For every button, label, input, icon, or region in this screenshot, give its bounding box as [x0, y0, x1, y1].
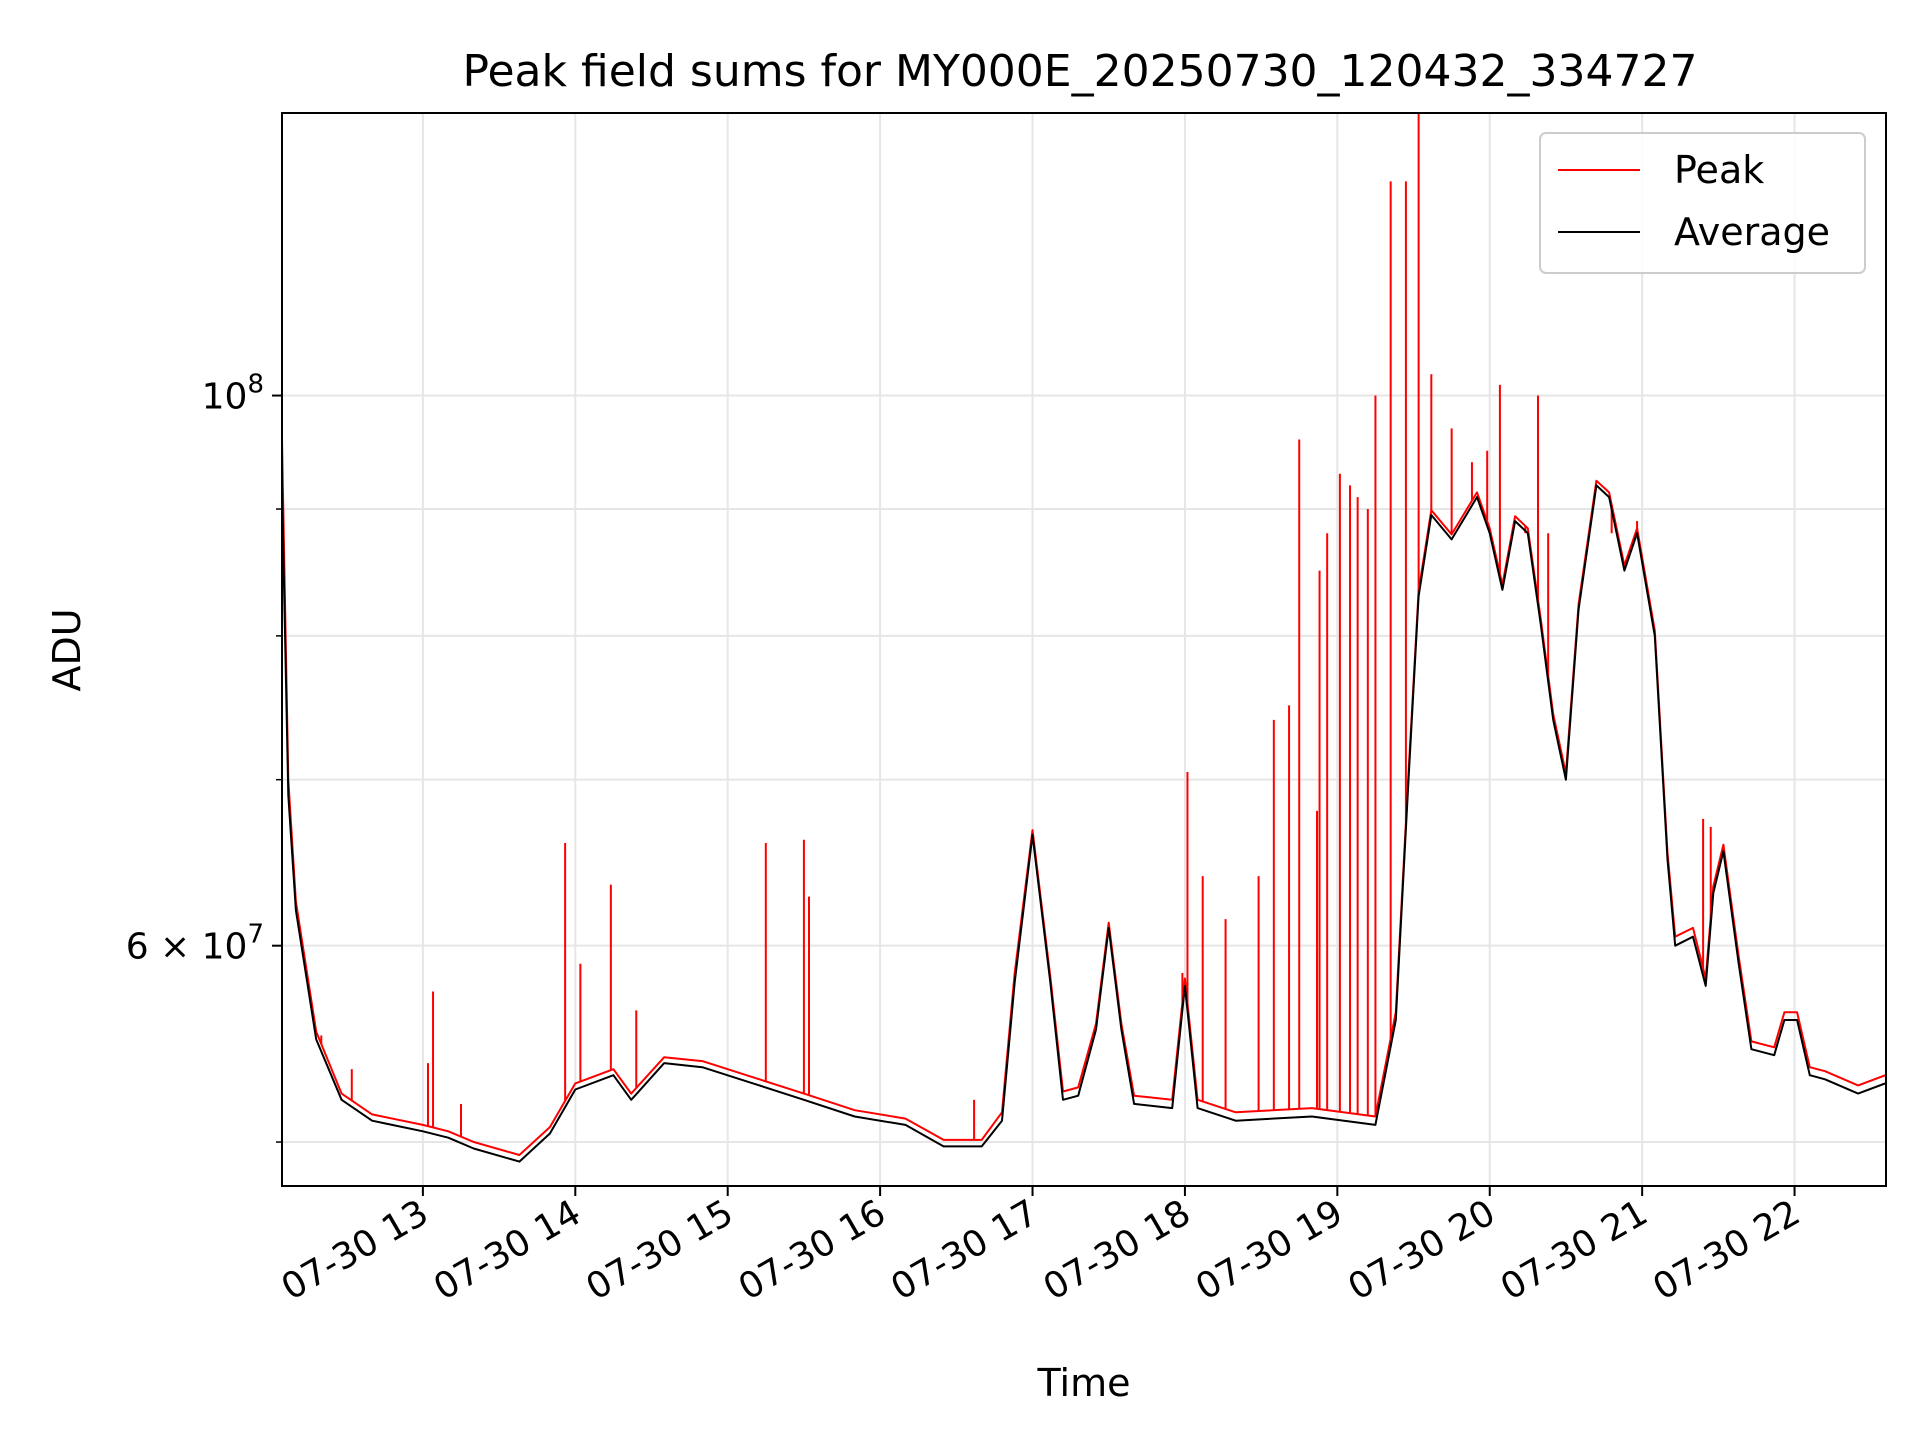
legend-average-label: Average [1674, 210, 1830, 254]
y-axis: 6 × 107 108 [126, 370, 282, 1143]
chart-title: Peak field sums for MY000E_20250730_1204… [463, 46, 1698, 97]
y-tick-label: 108 [202, 370, 264, 418]
plot-area [282, 113, 1886, 1186]
legend-peak-label: Peak [1674, 148, 1764, 192]
average-series-line [282, 484, 1886, 1163]
plot-frame [281, 112, 1887, 1187]
series-group [282, 113, 1886, 1163]
grid [282, 113, 1886, 1186]
legend: Peak Average [1539, 132, 1866, 274]
legend-box [1539, 132, 1866, 274]
x-axis-label: Time [1037, 1361, 1131, 1405]
y-tick-label: 6 × 107 [126, 920, 264, 968]
series-layer [282, 113, 1886, 1163]
y-axis-label: ADU [45, 608, 89, 691]
